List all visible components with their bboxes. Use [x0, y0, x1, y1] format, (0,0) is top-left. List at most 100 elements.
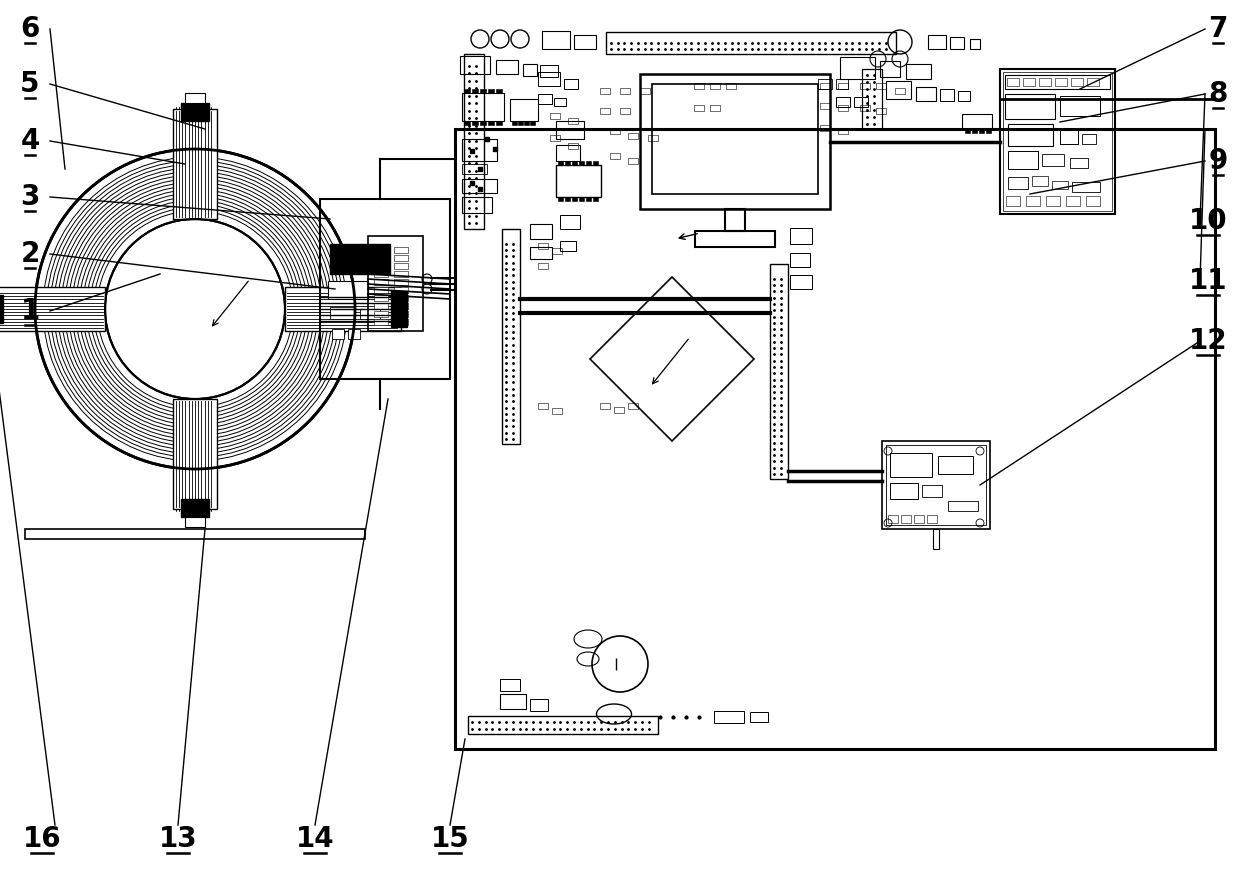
- Bar: [972, 129, 977, 133]
- Bar: [552, 408, 562, 414]
- Bar: [538, 72, 560, 86]
- Bar: [887, 445, 986, 525]
- Bar: [542, 31, 570, 49]
- Bar: [694, 83, 704, 89]
- Bar: [593, 161, 598, 165]
- Bar: [330, 244, 391, 274]
- Bar: [999, 69, 1115, 214]
- Bar: [839, 57, 875, 79]
- Bar: [923, 485, 942, 497]
- Bar: [932, 529, 939, 549]
- Bar: [1006, 196, 1021, 206]
- Bar: [711, 105, 720, 111]
- Bar: [1060, 96, 1100, 116]
- Bar: [174, 109, 217, 219]
- Bar: [579, 161, 584, 165]
- Bar: [551, 113, 560, 119]
- Bar: [1025, 196, 1040, 206]
- Text: 13: 13: [159, 825, 197, 853]
- Bar: [790, 228, 812, 244]
- Bar: [329, 281, 368, 299]
- Bar: [928, 35, 946, 49]
- Bar: [394, 303, 408, 309]
- Bar: [360, 309, 379, 319]
- Bar: [950, 37, 963, 49]
- Bar: [551, 135, 560, 141]
- Bar: [391, 291, 407, 327]
- Bar: [1071, 78, 1083, 86]
- Bar: [500, 679, 520, 691]
- Bar: [1023, 78, 1035, 86]
- Bar: [962, 114, 992, 129]
- Bar: [565, 161, 570, 165]
- Bar: [463, 197, 492, 213]
- Bar: [564, 79, 578, 89]
- Bar: [600, 403, 610, 409]
- Bar: [627, 158, 639, 164]
- Bar: [556, 165, 601, 197]
- Bar: [694, 231, 775, 247]
- Bar: [1007, 78, 1019, 86]
- Bar: [525, 121, 529, 125]
- Bar: [174, 399, 217, 509]
- Bar: [711, 83, 720, 89]
- Bar: [1008, 177, 1028, 189]
- Bar: [890, 483, 918, 499]
- Bar: [1087, 78, 1099, 86]
- Bar: [374, 263, 388, 269]
- Bar: [374, 271, 388, 277]
- Bar: [464, 54, 484, 229]
- Bar: [572, 197, 577, 201]
- Bar: [600, 88, 610, 94]
- Bar: [374, 311, 388, 317]
- Text: 5: 5: [20, 70, 40, 98]
- Bar: [374, 287, 388, 293]
- Bar: [512, 121, 517, 125]
- Bar: [770, 264, 787, 479]
- Bar: [820, 83, 830, 89]
- Bar: [374, 303, 388, 309]
- Bar: [181, 499, 210, 517]
- Bar: [464, 121, 470, 125]
- Bar: [502, 229, 520, 444]
- Bar: [374, 255, 388, 261]
- Bar: [600, 108, 610, 114]
- Bar: [901, 515, 911, 523]
- Bar: [1070, 158, 1087, 168]
- Bar: [538, 403, 548, 409]
- Bar: [374, 247, 388, 253]
- Bar: [510, 99, 538, 121]
- Bar: [348, 329, 360, 339]
- Bar: [1073, 182, 1100, 192]
- Bar: [464, 89, 470, 93]
- Bar: [875, 108, 887, 114]
- Bar: [394, 295, 408, 301]
- Bar: [606, 32, 897, 54]
- Bar: [725, 209, 745, 231]
- Text: 16: 16: [22, 825, 61, 853]
- Bar: [0, 287, 105, 331]
- Bar: [181, 103, 210, 121]
- Text: 7: 7: [1208, 15, 1228, 43]
- Bar: [959, 91, 970, 101]
- Bar: [725, 83, 737, 89]
- Bar: [489, 89, 494, 93]
- Text: 8: 8: [1208, 80, 1228, 108]
- Bar: [374, 279, 388, 285]
- Bar: [560, 241, 577, 251]
- Bar: [928, 515, 937, 523]
- Bar: [1060, 130, 1078, 144]
- Bar: [1004, 75, 1110, 89]
- Bar: [1052, 181, 1068, 189]
- Bar: [539, 65, 558, 77]
- Bar: [394, 263, 408, 269]
- Bar: [882, 441, 990, 529]
- Bar: [1004, 94, 1055, 119]
- Bar: [523, 64, 537, 76]
- Bar: [818, 79, 832, 89]
- Bar: [463, 139, 497, 161]
- Bar: [620, 108, 630, 114]
- Bar: [472, 89, 477, 93]
- Bar: [538, 243, 548, 249]
- Bar: [614, 407, 624, 413]
